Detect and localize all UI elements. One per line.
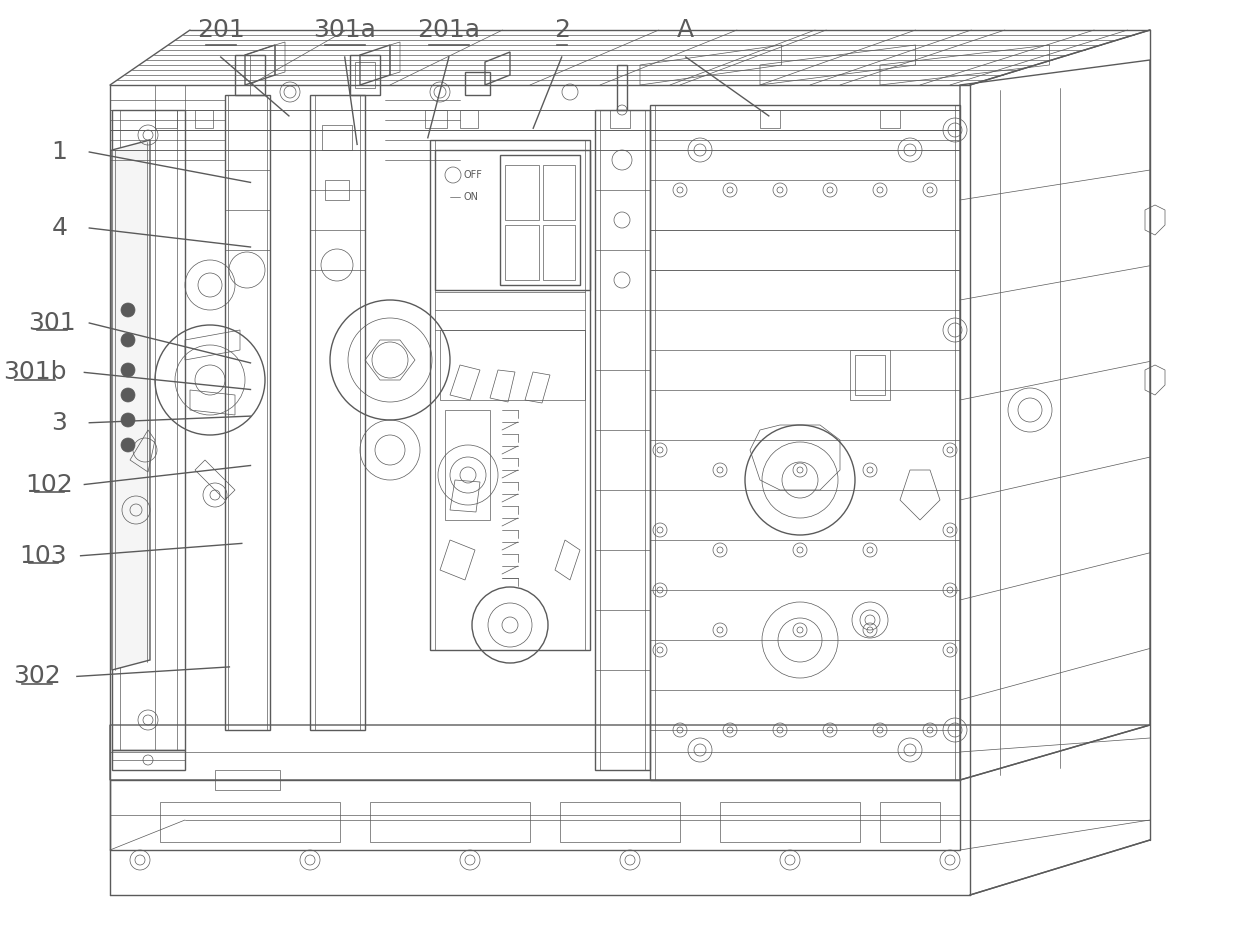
Bar bbox=[435, 150, 590, 290]
Bar bbox=[500, 155, 580, 285]
Text: 301: 301 bbox=[29, 311, 76, 335]
Bar bbox=[560, 802, 680, 842]
Bar bbox=[720, 802, 861, 842]
Bar bbox=[425, 110, 446, 128]
Bar bbox=[160, 802, 340, 842]
Bar bbox=[505, 165, 539, 220]
Text: 1: 1 bbox=[52, 140, 67, 164]
Text: 301a: 301a bbox=[314, 18, 376, 42]
Text: 2: 2 bbox=[554, 18, 569, 42]
Text: 201a: 201a bbox=[418, 18, 480, 42]
Text: 3: 3 bbox=[52, 410, 67, 435]
Text: 4: 4 bbox=[52, 216, 67, 240]
Bar bbox=[618, 65, 627, 110]
Bar bbox=[760, 110, 780, 128]
Text: A: A bbox=[677, 18, 694, 42]
Polygon shape bbox=[112, 140, 150, 670]
Text: 301b: 301b bbox=[2, 360, 67, 385]
Text: 103: 103 bbox=[20, 543, 67, 568]
Text: ON: ON bbox=[463, 192, 477, 202]
Circle shape bbox=[122, 363, 135, 377]
Bar bbox=[370, 802, 529, 842]
Bar bbox=[195, 110, 213, 128]
Circle shape bbox=[122, 438, 135, 452]
Bar bbox=[610, 110, 630, 128]
Circle shape bbox=[122, 333, 135, 347]
Bar bbox=[505, 225, 539, 280]
Bar bbox=[543, 225, 575, 280]
Circle shape bbox=[122, 388, 135, 402]
Bar bbox=[322, 125, 352, 150]
Text: 201: 201 bbox=[197, 18, 244, 42]
Bar bbox=[880, 802, 940, 842]
Bar bbox=[543, 165, 575, 220]
Bar bbox=[155, 110, 177, 128]
Text: 102: 102 bbox=[26, 472, 73, 497]
Circle shape bbox=[122, 303, 135, 317]
Text: OFF: OFF bbox=[463, 170, 482, 180]
Circle shape bbox=[122, 413, 135, 427]
Bar bbox=[325, 180, 348, 200]
Bar bbox=[460, 110, 477, 128]
Text: 302: 302 bbox=[14, 664, 61, 689]
Bar bbox=[880, 110, 900, 128]
